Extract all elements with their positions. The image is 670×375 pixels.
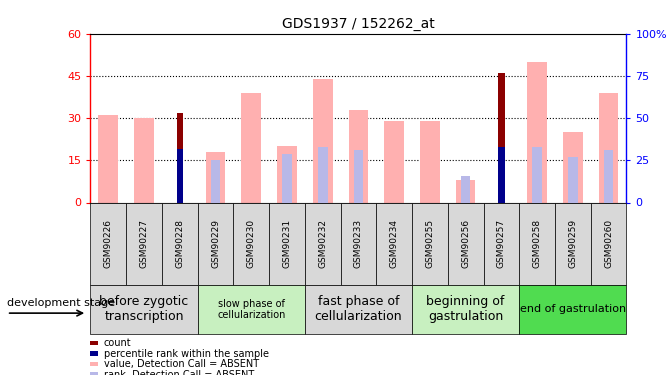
- Text: GSM90256: GSM90256: [461, 219, 470, 268]
- Text: development stage: development stage: [7, 297, 115, 307]
- Bar: [498, 147, 505, 202]
- Text: GSM90231: GSM90231: [283, 219, 291, 268]
- Bar: [313, 79, 332, 203]
- Bar: [527, 62, 547, 202]
- Bar: [206, 152, 225, 202]
- Text: GSM90234: GSM90234: [390, 219, 399, 268]
- Text: GSM90258: GSM90258: [533, 219, 541, 268]
- Bar: [385, 121, 404, 202]
- Text: GSM90227: GSM90227: [139, 219, 149, 268]
- Bar: [498, 73, 505, 202]
- Bar: [282, 154, 292, 203]
- Bar: [318, 147, 328, 202]
- Text: GSM90257: GSM90257: [497, 219, 506, 268]
- Text: beginning of
gastrulation: beginning of gastrulation: [427, 296, 505, 323]
- Bar: [177, 112, 183, 202]
- Text: GSM90260: GSM90260: [604, 219, 613, 268]
- Text: GSM90232: GSM90232: [318, 219, 327, 268]
- Bar: [568, 157, 578, 203]
- Bar: [98, 116, 118, 202]
- Text: GSM90226: GSM90226: [104, 219, 113, 268]
- Text: percentile rank within the sample: percentile rank within the sample: [104, 349, 269, 358]
- Bar: [563, 132, 583, 202]
- Text: GSM90228: GSM90228: [176, 219, 184, 268]
- Text: fast phase of
cellularization: fast phase of cellularization: [315, 296, 402, 323]
- Text: before zygotic
transcription: before zygotic transcription: [99, 296, 189, 323]
- Text: GSM90259: GSM90259: [568, 219, 578, 268]
- Text: end of gastrulation: end of gastrulation: [520, 304, 626, 314]
- Bar: [420, 121, 440, 202]
- Bar: [210, 160, 220, 202]
- Bar: [456, 180, 476, 203]
- Bar: [277, 146, 297, 202]
- Bar: [134, 118, 154, 202]
- Bar: [177, 148, 183, 202]
- Title: GDS1937 / 152262_at: GDS1937 / 152262_at: [282, 17, 435, 32]
- Text: value, Detection Call = ABSENT: value, Detection Call = ABSENT: [104, 359, 259, 369]
- Bar: [599, 93, 618, 202]
- Text: rank, Detection Call = ABSENT: rank, Detection Call = ABSENT: [104, 370, 254, 375]
- Text: GSM90229: GSM90229: [211, 219, 220, 268]
- Text: GSM90230: GSM90230: [247, 219, 256, 268]
- Bar: [354, 150, 363, 202]
- Text: GSM90233: GSM90233: [354, 219, 363, 268]
- Text: slow phase of
cellularization: slow phase of cellularization: [217, 298, 285, 320]
- Bar: [348, 110, 369, 202]
- Text: GSM90255: GSM90255: [425, 219, 434, 268]
- Bar: [461, 176, 470, 202]
- Bar: [241, 93, 261, 202]
- Bar: [532, 147, 542, 202]
- Text: count: count: [104, 338, 131, 348]
- Bar: [604, 150, 614, 202]
